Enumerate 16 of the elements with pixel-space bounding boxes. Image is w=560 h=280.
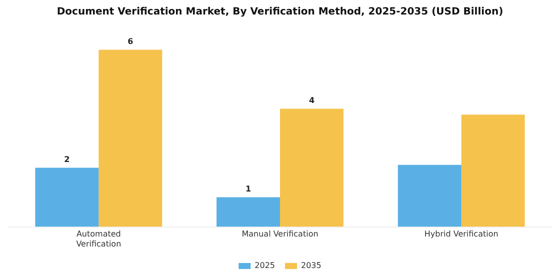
bar	[461, 114, 525, 227]
bar	[398, 164, 462, 227]
bar	[216, 197, 280, 227]
bar	[35, 168, 99, 227]
data-label: 4	[308, 96, 315, 105]
bar	[280, 108, 344, 227]
data-label: 1	[245, 184, 252, 194]
x-tick-label: Hybrid Verification	[424, 230, 498, 239]
data-label: 2	[64, 154, 70, 164]
chart-title: Document Verification Market, By Verification Method, 2025-2035 (USD Billion)	[56, 6, 504, 18]
x-tick-label: Automated Verification	[76, 230, 122, 248]
data-label: 6	[128, 36, 134, 46]
bar	[98, 50, 162, 227]
legend-label: 2025	[254, 261, 275, 270]
x-tick-label: Manual Verification	[242, 230, 318, 239]
legend-label: 2035	[301, 261, 322, 270]
